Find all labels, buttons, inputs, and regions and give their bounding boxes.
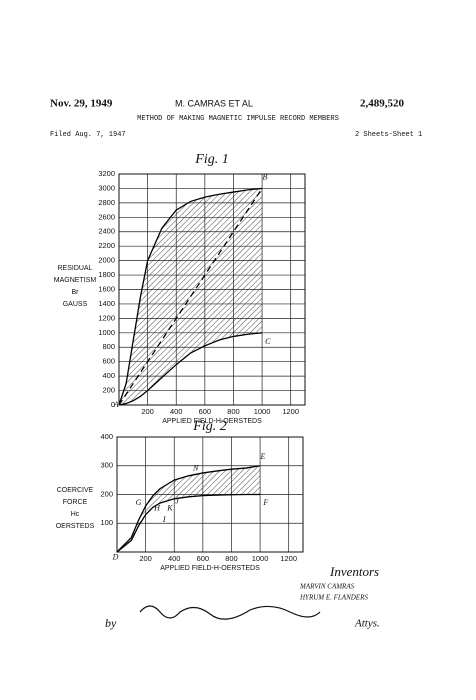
y-axis-label: COERCIVE — [57, 487, 94, 494]
signature — [139, 605, 321, 620]
curve — [116, 465, 261, 553]
y-axis-label: FORCE — [63, 499, 88, 506]
x-tick-label: 400 — [170, 407, 183, 416]
x-tick-label: 600 — [199, 407, 212, 416]
y-tick-label: 3200 — [98, 169, 115, 178]
sheets: 2 Sheets-Sheet 1 — [355, 131, 422, 139]
filed: Filed Aug. 7, 1947 — [50, 131, 126, 139]
attorneys: Attys. — [354, 618, 380, 630]
y-tick-label: 200 — [100, 489, 113, 498]
y-axis-label: RESIDUAL — [57, 265, 92, 272]
x-axis-label: APPLIED FIELD-H-OERSTEDS — [162, 418, 262, 425]
x-tick-label: 1000 — [254, 407, 271, 416]
y-tick-label: 2400 — [98, 227, 115, 236]
x-axis-label: APPLIED FIELD-H-OERSTEDS — [160, 565, 260, 572]
curve — [118, 188, 263, 406]
y-tick-label: 1000 — [98, 328, 115, 337]
x-tick-label: 1200 — [282, 407, 299, 416]
y-axis-label: OERSTEDS — [56, 523, 95, 530]
point-label: D — [112, 553, 119, 562]
y-tick-label: 2200 — [98, 241, 115, 250]
curve — [118, 332, 263, 406]
y-tick-label: 3000 — [98, 183, 115, 192]
figure-title: Fig. 1 — [194, 152, 228, 167]
point-label: J — [175, 497, 179, 506]
y-tick-label: 1600 — [98, 284, 115, 293]
point-label: N — [192, 463, 199, 472]
y-tick-label: 0 — [111, 400, 115, 409]
point-label: C — [265, 337, 271, 346]
point-label: F — [262, 498, 268, 507]
y-tick-label: 2600 — [98, 212, 115, 221]
y-axis-label: MAGNETISM — [54, 277, 97, 284]
x-tick-label: 200 — [139, 554, 152, 563]
y-tick-label: 1400 — [98, 299, 115, 308]
point-label: H — [153, 504, 161, 513]
patent-title: METHOD OF MAKING MAGNETIC IMPULSE RECORD… — [137, 115, 339, 123]
y-tick-label: 100 — [100, 518, 113, 527]
y-axis-label: Hc — [71, 511, 80, 518]
date: Nov. 29, 1949 — [50, 98, 113, 110]
curve — [118, 187, 263, 406]
y-tick-label: 300 — [100, 461, 113, 470]
point-label: I — [162, 515, 166, 524]
point-label: A — [113, 400, 119, 409]
point-label: B — [262, 172, 267, 181]
x-tick-label: 600 — [197, 554, 210, 563]
y-axis-label: Br — [72, 289, 80, 296]
y-tick-label: 400 — [102, 371, 115, 380]
inventors-label: Inventors — [329, 564, 379, 579]
inventor-name: MARVIN CAMRAS — [299, 583, 355, 591]
x-tick-label: 1000 — [252, 554, 269, 563]
x-tick-label: 400 — [168, 554, 181, 563]
by: by — [105, 616, 117, 630]
x-tick-label: 200 — [141, 407, 154, 416]
plot-frame — [116, 436, 304, 553]
inventor-name: HYRUM E. FLANDERS — [299, 594, 368, 602]
hatched-region — [117, 465, 261, 552]
inventor: M. CAMRAS ET AL — [175, 98, 253, 108]
point-label: E — [259, 452, 265, 461]
y-tick-label: 200 — [102, 386, 115, 395]
x-tick-label: 800 — [227, 407, 240, 416]
y-tick-label: 1800 — [98, 270, 115, 279]
point-label: G — [136, 498, 142, 507]
curve — [116, 493, 261, 553]
x-tick-label: 1200 — [280, 554, 297, 563]
y-tick-label: 2000 — [98, 256, 115, 265]
plot-frame — [118, 173, 306, 406]
figure-title: Fig. 2 — [192, 419, 226, 434]
point-label: K — [166, 504, 173, 513]
patent-number: 2,489,520 — [360, 98, 405, 110]
y-axis-label: GAUSS — [63, 301, 88, 308]
y-tick-label: 1200 — [98, 313, 115, 322]
y-tick-label: 600 — [102, 357, 115, 366]
y-tick-label: 400 — [100, 432, 113, 441]
y-tick-label: 800 — [102, 342, 115, 351]
y-tick-label: 2800 — [98, 198, 115, 207]
x-tick-label: 800 — [225, 554, 238, 563]
